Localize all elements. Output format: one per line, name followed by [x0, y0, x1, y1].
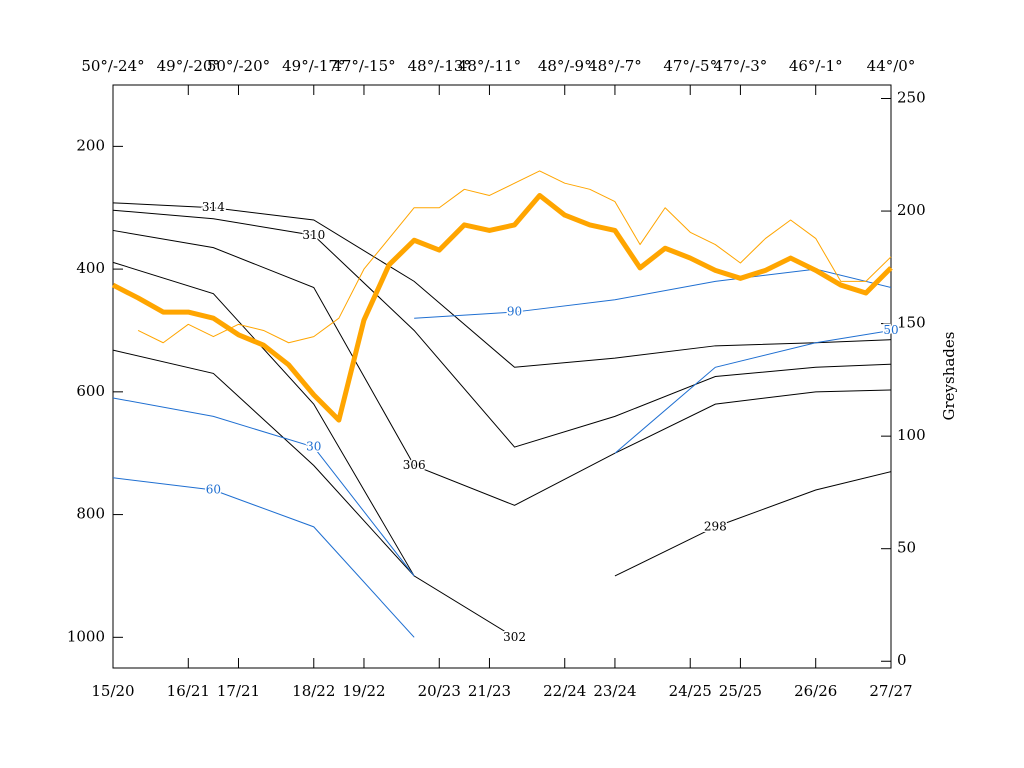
x2-tick-label: 48°/-11°	[458, 57, 521, 75]
y-tick-label: 800	[76, 505, 105, 523]
x2-tick-label: 49°/-17°	[282, 57, 345, 75]
trajectory-line	[111, 192, 893, 423]
x-tick-label: 15/20	[91, 682, 134, 700]
contour-line	[112, 261, 515, 638]
x-tick-label: 18/22	[292, 682, 335, 700]
contour-label: 302	[503, 630, 526, 644]
y2-tick-label: 100	[897, 426, 926, 444]
trajectory-line	[137, 170, 892, 344]
plot-frame	[112, 84, 892, 669]
y2-tick-label: 0	[897, 651, 907, 669]
x2-tick-label: 47°/-5°	[663, 57, 717, 75]
y-tick-label: 200	[76, 136, 105, 154]
x2-tick-label: 47°/-3°	[714, 57, 768, 75]
contour-line	[112, 209, 892, 448]
y2-tick-label: 50	[897, 539, 916, 557]
x-tick-label: 19/22	[342, 682, 385, 700]
contour-line	[112, 202, 892, 368]
contour-line	[112, 397, 415, 577]
x-tick-label: 23/24	[593, 682, 636, 700]
x-tick-label: 24/25	[669, 682, 712, 700]
x2-tick-label: 50°/-20°	[207, 57, 270, 75]
x2-tick-label: 48°/-9°	[538, 57, 592, 75]
contour-label: 30	[306, 440, 321, 454]
x2-tick-label: 46°/-1°	[789, 57, 843, 75]
contour-label: 310	[302, 228, 325, 242]
contour-line	[614, 329, 892, 454]
contour-label: 90	[507, 305, 522, 319]
x-tick-label: 27/27	[869, 682, 912, 700]
contour-line	[112, 229, 892, 506]
y2-tick-label: 150	[897, 314, 926, 332]
contour-label: 60	[206, 483, 221, 497]
x-tick-label: 22/24	[543, 682, 586, 700]
contour-label: 314	[202, 200, 225, 214]
x-tick-label: 21/23	[468, 682, 511, 700]
x2-tick-label: 48°/-7°	[588, 57, 642, 75]
x2-tick-label: 50°/-24°	[81, 57, 144, 75]
y-tick-label: 1000	[67, 627, 105, 645]
y2-axis-label: Greyshades	[940, 332, 958, 421]
contour-line	[614, 471, 892, 577]
contour-line	[112, 477, 415, 638]
x2-tick-label: 44°/0°	[867, 57, 916, 75]
x-tick-label: 16/21	[167, 682, 210, 700]
x-tick-label: 20/23	[418, 682, 461, 700]
y2-tick-label: 250	[897, 89, 926, 107]
contour-line	[414, 268, 892, 319]
y2-tick-label: 200	[897, 201, 926, 219]
y-tick-label: 400	[76, 259, 105, 277]
x-tick-label: 17/21	[217, 682, 260, 700]
contour-label: 50	[883, 323, 898, 337]
x-tick-label: 25/25	[719, 682, 762, 700]
x-tick-label: 26/26	[794, 682, 837, 700]
x2-tick-label: 47°/-15°	[332, 57, 395, 75]
contour-label: 306	[403, 458, 426, 472]
y-tick-label: 600	[76, 382, 105, 400]
x2-tick-label: 49°/-20°	[157, 57, 220, 75]
contour-label: 298	[704, 519, 727, 533]
contour-line	[112, 349, 415, 577]
x2-tick-label: 48°/-13°	[408, 57, 471, 75]
